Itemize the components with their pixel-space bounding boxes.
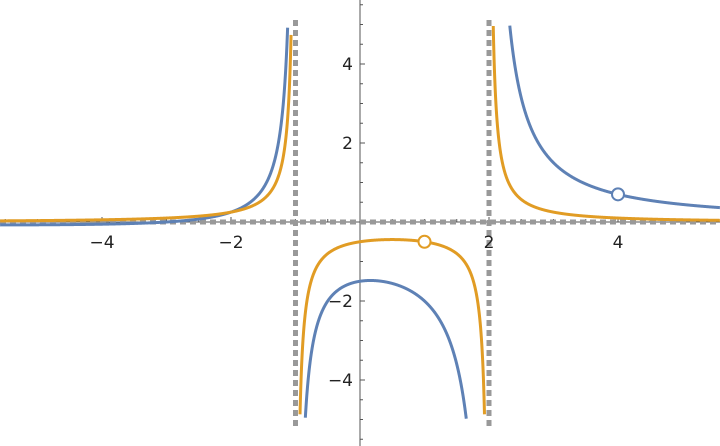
- y-tick-label: 2: [342, 134, 353, 154]
- tick-labels: −4 −2 2 4 4 2 −2 −4: [89, 55, 623, 391]
- x-tick-label: 2: [484, 233, 495, 253]
- series-1-branch: [0, 34, 293, 223]
- series-1-branch: [298, 238, 486, 415]
- holes: [417, 187, 625, 249]
- x-tick-label: −2: [218, 233, 243, 253]
- series-0-branch: [508, 25, 720, 210]
- series-1-branch: [491, 25, 720, 222]
- x-tick-label: 4: [613, 233, 624, 253]
- series-0-branch: [303, 278, 468, 419]
- y-tick-label: −2: [328, 292, 353, 312]
- x-tick-label: −4: [89, 233, 114, 253]
- y-tick-label: 4: [342, 55, 353, 75]
- y-tick-label: −4: [328, 371, 353, 391]
- series-0-hole-point: [611, 187, 625, 202]
- asymptotes: [0, 20, 720, 428]
- curves: [0, 25, 720, 419]
- series-0-branch: [0, 27, 290, 227]
- series-1-hole-point: [417, 234, 432, 249]
